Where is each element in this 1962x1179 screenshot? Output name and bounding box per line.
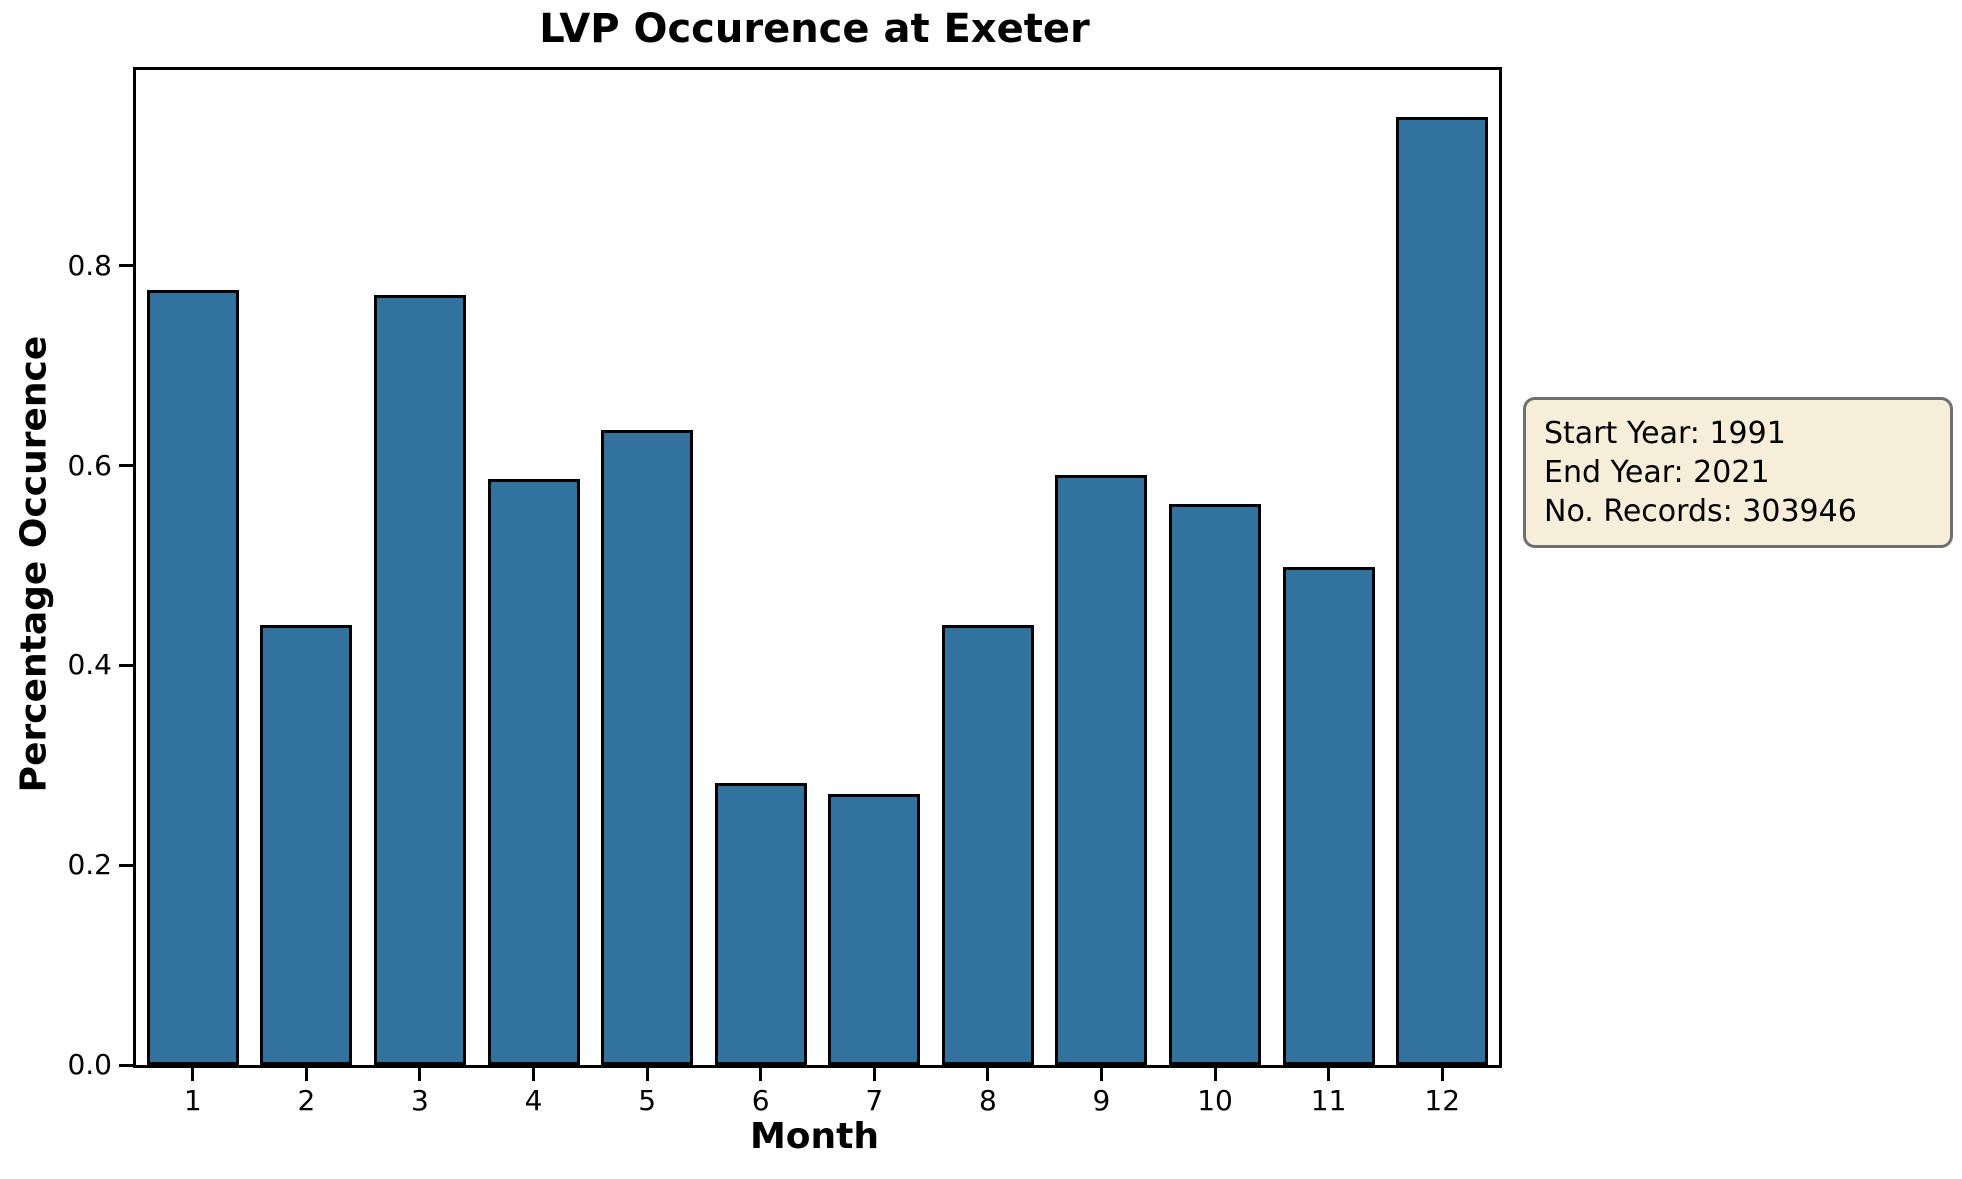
bar-month-9 xyxy=(1055,474,1148,1065)
plot-area: 0.0 0.2 0.4 0.6 0.8 1 2 3 4 5 6 7 8 9 10 11 12 xyxy=(67,67,1502,1115)
x-tick-label: 6 xyxy=(751,1084,770,1117)
info-box: Start Year: 1991 End Year: 2021 No. Reco… xyxy=(1523,397,1953,548)
x-axis-label: Month xyxy=(749,1116,880,1157)
bar-month-1 xyxy=(146,289,239,1065)
bar-month-4 xyxy=(487,478,580,1065)
x-tick-label: 9 xyxy=(1092,1084,1111,1117)
x-tick-mark xyxy=(1099,1068,1103,1081)
y-tick-mark xyxy=(119,663,133,667)
bar-month-8 xyxy=(941,625,1034,1065)
info-line-start-year: Start Year: 1991 xyxy=(1544,416,1786,451)
x-tick-label: 2 xyxy=(297,1084,316,1117)
x-tick-label: 4 xyxy=(524,1084,543,1117)
x-tick-mark xyxy=(872,1068,876,1081)
x-tick-label: 12 xyxy=(1424,1084,1461,1117)
y-axis-label: Percentage Occurence xyxy=(13,335,55,793)
bar-month-10 xyxy=(1169,503,1262,1065)
bar-month-6 xyxy=(714,783,807,1065)
y-tick-label: 0.4 xyxy=(67,648,112,682)
bar-month-11 xyxy=(1282,566,1375,1065)
x-tick-mark xyxy=(986,1068,990,1081)
y-tick-mark xyxy=(119,863,133,867)
chart-title: LVP Occurence at Exeter xyxy=(539,6,1090,52)
y-tick-mark xyxy=(119,264,133,268)
x-tick-mark xyxy=(1213,1068,1217,1081)
x-tick-label: 1 xyxy=(183,1084,202,1117)
x-tick-label: 3 xyxy=(411,1084,429,1117)
x-tick-label: 5 xyxy=(638,1084,657,1117)
x-tick-mark xyxy=(191,1068,195,1081)
x-tick-mark xyxy=(645,1068,649,1081)
bar-month-2 xyxy=(260,625,353,1065)
bar-month-7 xyxy=(828,794,921,1065)
x-tick-mark xyxy=(532,1068,536,1081)
bar-month-12 xyxy=(1396,116,1489,1065)
y-tick-label: 0.0 xyxy=(67,1048,112,1081)
y-tick-mark xyxy=(119,1063,133,1067)
x-tick-mark xyxy=(1440,1068,1444,1081)
x-tick-mark xyxy=(1327,1068,1331,1081)
x-tick-mark xyxy=(418,1068,422,1081)
info-line-records: No. Records: 303946 xyxy=(1544,494,1857,529)
x-tick-label: 11 xyxy=(1310,1084,1347,1117)
y-tick-label: 0.2 xyxy=(67,848,112,882)
x-tick-label: 8 xyxy=(978,1084,997,1117)
x-tick-label: 7 xyxy=(865,1084,884,1117)
y-tick-label: 0.8 xyxy=(67,248,112,282)
y-tick-label: 0.6 xyxy=(67,448,112,482)
x-tick-mark xyxy=(759,1068,763,1081)
bar-month-5 xyxy=(601,429,694,1065)
info-line-end-year: End Year: 2021 xyxy=(1544,455,1770,490)
y-tick-mark xyxy=(119,464,133,468)
x-tick-mark xyxy=(304,1068,308,1081)
x-tick-label: 10 xyxy=(1197,1084,1233,1117)
bar-month-3 xyxy=(373,294,466,1065)
